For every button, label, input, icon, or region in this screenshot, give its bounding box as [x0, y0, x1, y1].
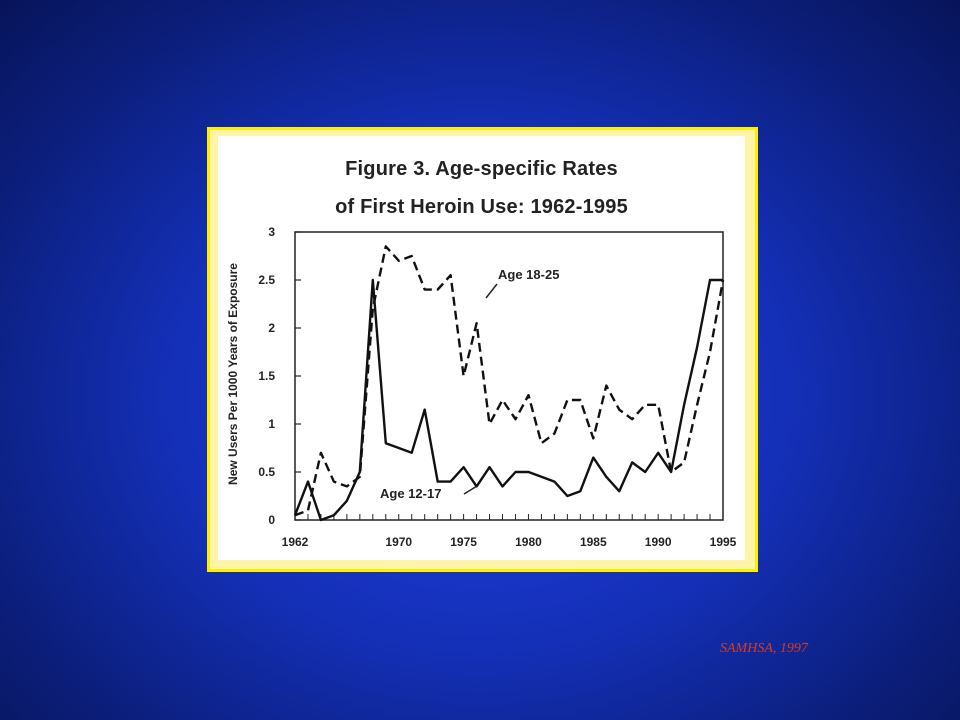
figure-title-line-1: Figure 3. Age-specific Rates — [345, 158, 618, 180]
x-tick-label: 1962 — [282, 535, 309, 549]
y-tick-label: 3 — [268, 225, 275, 239]
y-tick-label: 0 — [268, 513, 275, 527]
y-tick-label: 1 — [268, 417, 275, 431]
y-tick-label: 1.5 — [258, 369, 275, 383]
line-chart: 0 0.5 1 1.5 2 2.5 3 1962 1970 1975 1980 1985 1990 199… — [258, 225, 737, 549]
x-tick-label: 1995 — [710, 535, 737, 549]
series-line-age-12-17 — [293, 278, 723, 522]
x-tick-label: 1985 — [580, 535, 607, 549]
source-credit: SAMHSA, 1997 — [720, 641, 808, 656]
y-tick-label: 2 — [268, 321, 275, 335]
x-tick-label: 1980 — [515, 535, 542, 549]
x-tick-label: 1970 — [385, 535, 412, 549]
figure-image: Figure 3. Age-specific Rates of First He… — [218, 136, 745, 560]
x-tick-label: 1975 — [450, 535, 477, 549]
figure-title-line-2: of First Heroin Use: 1962-1995 — [335, 196, 628, 218]
series-label-age-18-25: Age 18-25 — [498, 267, 559, 282]
figure-frame: Figure 3. Age-specific Rates of First He… — [207, 127, 758, 572]
series-label-age-12-17: Age 12-17 — [380, 486, 441, 501]
series-label-pointer — [463, 485, 478, 495]
y-tick-label: 0.5 — [258, 465, 275, 479]
series-label-pointer — [485, 283, 498, 299]
y-tick-label: 2.5 — [258, 273, 275, 287]
x-tick-label: 1990 — [645, 535, 672, 549]
